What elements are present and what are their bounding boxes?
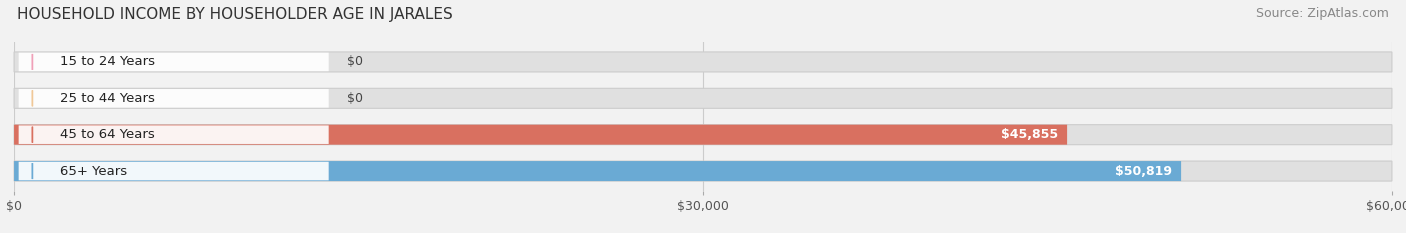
FancyBboxPatch shape <box>14 52 1392 72</box>
FancyBboxPatch shape <box>18 125 329 144</box>
FancyBboxPatch shape <box>14 161 1181 181</box>
Text: 25 to 44 Years: 25 to 44 Years <box>60 92 155 105</box>
Text: $50,819: $50,819 <box>1115 164 1173 178</box>
FancyBboxPatch shape <box>14 125 1067 145</box>
FancyBboxPatch shape <box>18 53 329 71</box>
FancyBboxPatch shape <box>14 161 1392 181</box>
Text: HOUSEHOLD INCOME BY HOUSEHOLDER AGE IN JARALES: HOUSEHOLD INCOME BY HOUSEHOLDER AGE IN J… <box>17 7 453 22</box>
FancyBboxPatch shape <box>14 125 1392 145</box>
Text: $45,855: $45,855 <box>1001 128 1057 141</box>
Text: $0: $0 <box>347 55 363 69</box>
Text: $0: $0 <box>347 92 363 105</box>
FancyBboxPatch shape <box>14 88 1392 108</box>
Text: Source: ZipAtlas.com: Source: ZipAtlas.com <box>1256 7 1389 20</box>
Text: 65+ Years: 65+ Years <box>60 164 127 178</box>
FancyBboxPatch shape <box>18 89 329 108</box>
Text: 45 to 64 Years: 45 to 64 Years <box>60 128 155 141</box>
FancyBboxPatch shape <box>18 162 329 180</box>
Text: 15 to 24 Years: 15 to 24 Years <box>60 55 155 69</box>
